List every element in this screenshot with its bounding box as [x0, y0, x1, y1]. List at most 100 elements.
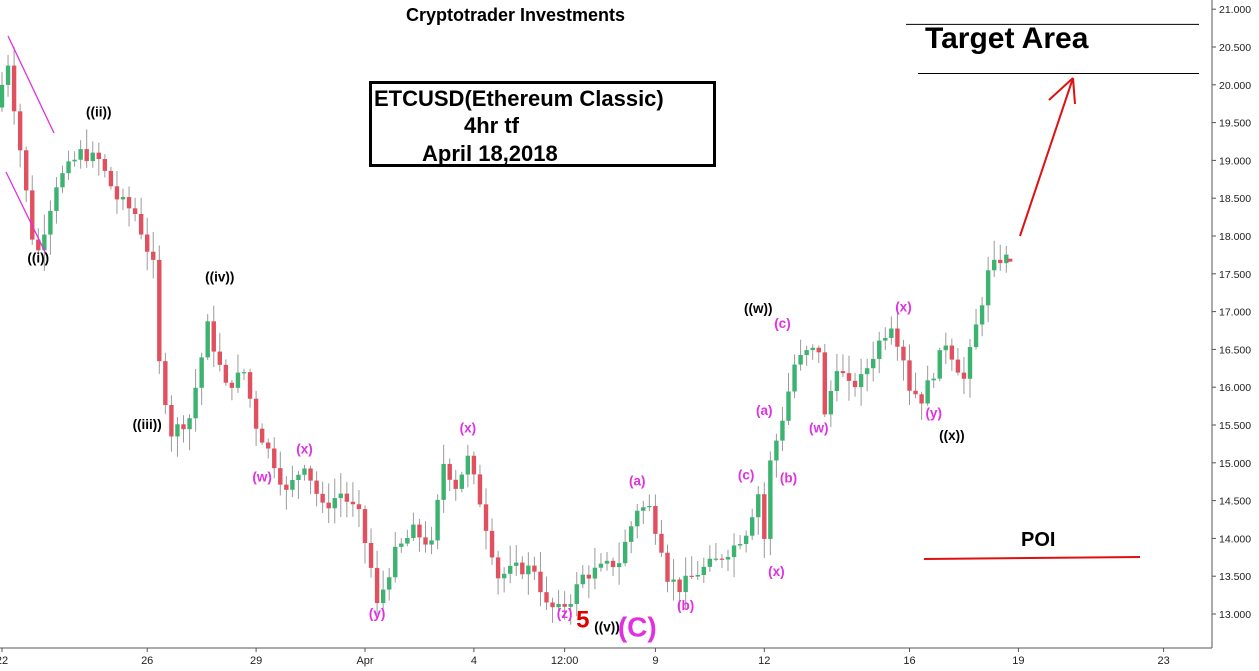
candle	[169, 405, 174, 437]
candle	[278, 468, 283, 485]
candle	[241, 372, 247, 374]
candle	[453, 479, 458, 489]
candle	[102, 158, 108, 171]
candle	[320, 493, 325, 503]
candle	[846, 373, 852, 381]
y-tick-label: 18.500	[1219, 193, 1251, 205]
candle	[949, 345, 955, 360]
candle	[580, 574, 585, 585]
x-tick-label: 12:00	[551, 655, 579, 667]
candle	[447, 463, 452, 480]
candle	[138, 213, 144, 235]
candle	[66, 161, 71, 174]
wave-label: (b)	[677, 598, 694, 613]
candle	[671, 579, 676, 582]
candle	[901, 346, 906, 361]
poi-label: POI	[1021, 529, 1056, 551]
candle	[393, 546, 398, 578]
candle	[387, 577, 392, 590]
candle	[217, 351, 222, 365]
candle	[598, 563, 604, 568]
candle	[635, 510, 640, 527]
y-tick-label: 17.000	[1219, 307, 1251, 319]
y-tick-label: 19.500	[1219, 118, 1251, 130]
y-tick-label: 20.000	[1219, 80, 1251, 92]
wave-label: ((v))	[594, 619, 620, 634]
candle	[998, 259, 1003, 264]
wave-label: (y)	[925, 405, 942, 420]
candle	[247, 372, 253, 399]
y-tick-label: 13.500	[1219, 571, 1251, 583]
wave-label: ((iv))	[205, 269, 234, 284]
x-tick-label: 23	[1157, 655, 1169, 667]
candle	[284, 484, 289, 490]
candle	[302, 468, 307, 475]
candle	[96, 152, 101, 159]
y-tick-label: 19.000	[1219, 155, 1251, 167]
candle	[955, 359, 961, 373]
info-box: ETCUSD(Ethereum Classic) 4hr tf April 18…	[369, 81, 716, 167]
candle	[272, 448, 277, 469]
candle	[877, 340, 882, 359]
wave-label: (c)	[774, 316, 791, 331]
candle	[532, 565, 537, 572]
candle	[423, 537, 428, 545]
candle	[501, 573, 507, 579]
candle	[695, 575, 700, 577]
candle	[114, 186, 120, 200]
candle	[538, 571, 543, 593]
candle	[677, 579, 682, 593]
y-tick-label: 20.500	[1219, 42, 1251, 54]
candle	[132, 208, 138, 214]
y-tick-label: 16.000	[1219, 382, 1251, 394]
candle	[750, 517, 755, 536]
wave-label: (x)	[460, 421, 477, 436]
candle	[495, 557, 501, 579]
candle	[707, 558, 713, 567]
x-tick-label: 9	[652, 655, 658, 667]
candle	[429, 540, 434, 545]
candle	[78, 149, 83, 160]
wave-label: ((x))	[939, 428, 965, 443]
candle	[380, 589, 386, 604]
candle	[550, 602, 555, 608]
x-tick-label: 16	[903, 655, 915, 667]
candle	[616, 563, 622, 568]
y-tick-label: 18.000	[1219, 231, 1251, 243]
x-tick-label: 12	[758, 655, 770, 667]
x-tick-label: 22	[0, 655, 8, 667]
candle	[622, 541, 628, 564]
candle	[108, 170, 114, 187]
candle	[5, 65, 11, 85]
candle	[556, 603, 561, 608]
candle	[181, 424, 186, 430]
candle	[798, 355, 803, 365]
candle	[435, 499, 440, 541]
candle	[296, 474, 301, 481]
candle	[780, 420, 785, 441]
candle	[326, 502, 331, 509]
candle	[840, 371, 846, 374]
candle	[126, 197, 132, 209]
candle	[913, 390, 918, 395]
candle	[804, 350, 809, 356]
candle	[356, 504, 362, 510]
candle	[441, 463, 446, 500]
wave-label: (w)	[809, 421, 829, 436]
candle	[931, 378, 936, 381]
candle	[266, 442, 271, 449]
candle	[647, 505, 652, 508]
y-tick-label: 14.000	[1219, 533, 1251, 545]
candle	[961, 372, 967, 379]
candle	[30, 190, 35, 240]
wave-label: ((w))	[744, 301, 772, 316]
candle	[120, 197, 126, 200]
projection-arrow-head-right	[1072, 77, 1076, 105]
candle	[653, 505, 658, 534]
candle	[737, 543, 743, 546]
wave-label: ((iii))	[133, 417, 162, 432]
candle	[157, 259, 162, 362]
wave-label: (z)	[557, 606, 573, 621]
candle	[586, 574, 592, 579]
candle	[568, 603, 573, 607]
